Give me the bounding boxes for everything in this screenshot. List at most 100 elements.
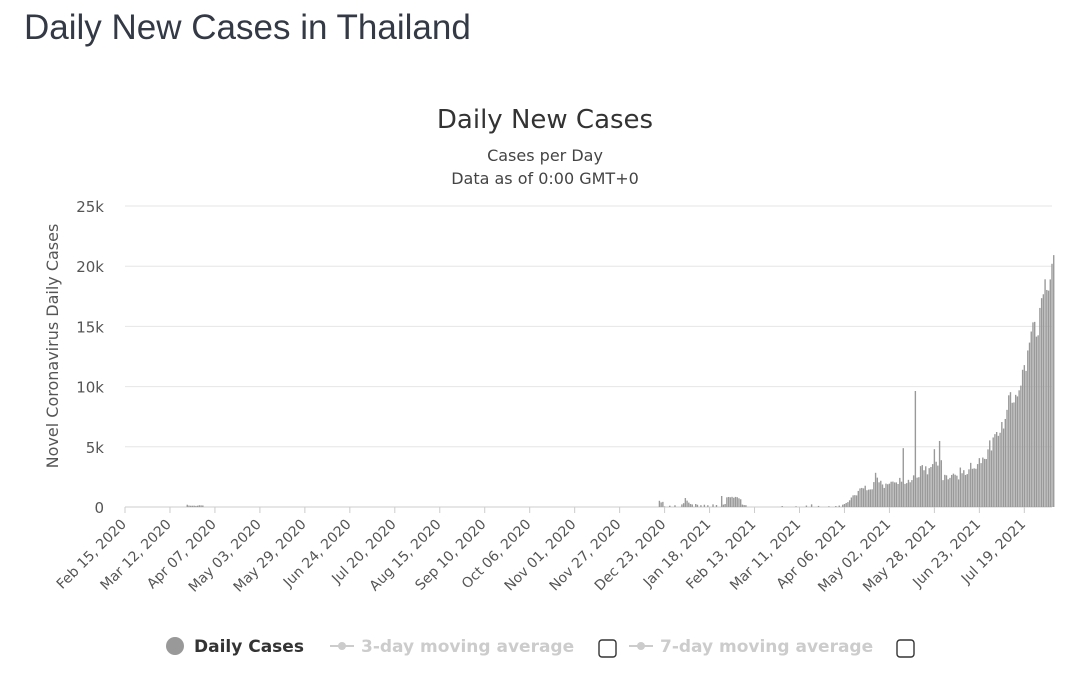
daily-cases-bar[interactable] xyxy=(1011,402,1013,507)
daily-cases-bar[interactable] xyxy=(743,505,745,507)
daily-cases-bar[interactable] xyxy=(1016,396,1019,507)
daily-cases-bar[interactable] xyxy=(1037,335,1039,507)
daily-cases-bar[interactable] xyxy=(888,483,891,507)
daily-cases-bar[interactable] xyxy=(987,449,989,507)
daily-cases-bar[interactable] xyxy=(695,504,697,507)
daily-cases-bar[interactable] xyxy=(999,432,1001,507)
daily-cases-bar[interactable] xyxy=(828,506,830,507)
daily-cases-bar[interactable] xyxy=(1053,255,1055,507)
daily-cases-bar[interactable] xyxy=(959,467,962,507)
daily-cases-bar[interactable] xyxy=(740,499,742,507)
daily-cases-bar[interactable] xyxy=(907,479,910,507)
daily-cases-bar[interactable] xyxy=(843,503,846,507)
daily-cases-bar[interactable] xyxy=(885,483,887,507)
daily-cases-bar[interactable] xyxy=(866,490,868,507)
daily-cases-bar[interactable] xyxy=(1027,350,1029,507)
daily-cases-bar[interactable] xyxy=(734,496,737,507)
daily-cases-bar[interactable] xyxy=(944,474,946,507)
daily-cases-bar[interactable] xyxy=(1014,394,1017,507)
legend-3-day-checkbox[interactable] xyxy=(598,639,617,658)
daily-cases-bar[interactable] xyxy=(883,487,885,507)
daily-cases-bar[interactable] xyxy=(982,457,984,507)
daily-cases-bar[interactable] xyxy=(1039,307,1041,507)
daily-cases-bar[interactable] xyxy=(1032,322,1034,507)
daily-cases-bar[interactable] xyxy=(1002,428,1005,507)
daily-cases-bar[interactable] xyxy=(1021,369,1024,507)
daily-cases-bar[interactable] xyxy=(835,506,837,507)
daily-cases-bar[interactable] xyxy=(1028,342,1031,507)
daily-cases-bar[interactable] xyxy=(966,474,968,507)
daily-cases-bar[interactable] xyxy=(989,440,991,507)
daily-cases-bar[interactable] xyxy=(1013,402,1015,507)
daily-cases-bar[interactable] xyxy=(902,448,904,507)
daily-cases-bar[interactable] xyxy=(909,482,911,507)
daily-cases-bar[interactable] xyxy=(848,500,851,507)
daily-cases-bar[interactable] xyxy=(681,504,683,507)
daily-cases-bar[interactable] xyxy=(842,504,844,507)
daily-cases-bar[interactable] xyxy=(805,505,808,507)
daily-cases-bar[interactable] xyxy=(867,489,870,507)
daily-cases-bar[interactable] xyxy=(724,503,726,507)
daily-cases-bar[interactable] xyxy=(817,505,820,507)
daily-cases-bar[interactable] xyxy=(707,505,709,507)
daily-cases-bar[interactable] xyxy=(202,505,204,507)
daily-cases-bar[interactable] xyxy=(895,482,898,507)
daily-cases-bar[interactable] xyxy=(925,466,927,507)
daily-cases-bar[interactable] xyxy=(200,505,202,507)
daily-cases-bar[interactable] xyxy=(897,483,899,507)
daily-cases-bar[interactable] xyxy=(663,506,666,508)
legend-item-7-day-average[interactable]: 7-day moving average xyxy=(629,637,873,657)
daily-cases-bar[interactable] xyxy=(191,505,194,507)
daily-cases-bar[interactable] xyxy=(847,502,849,507)
daily-cases-bar[interactable] xyxy=(971,468,974,507)
daily-cases-bar[interactable] xyxy=(196,505,199,507)
daily-cases-bar[interactable] xyxy=(975,468,977,507)
daily-cases-bar[interactable] xyxy=(919,466,922,507)
daily-cases-bar[interactable] xyxy=(1046,289,1048,507)
daily-cases-bar[interactable] xyxy=(658,500,661,507)
legend-item-daily-cases[interactable]: Daily Cases xyxy=(166,637,304,657)
daily-cases-bar[interactable] xyxy=(899,477,901,507)
daily-cases-bar[interactable] xyxy=(186,504,188,507)
daily-cases-bar[interactable] xyxy=(845,502,847,507)
daily-cases-bar[interactable] xyxy=(970,462,972,507)
daily-cases-bar[interactable] xyxy=(985,459,987,507)
daily-cases-bar[interactable] xyxy=(712,504,714,507)
daily-cases-bar[interactable] xyxy=(795,506,797,507)
daily-cases-bar[interactable] xyxy=(662,501,664,507)
daily-cases-bar[interactable] xyxy=(1001,422,1003,507)
daily-cases-bar[interactable] xyxy=(852,495,854,507)
daily-cases-bar[interactable] xyxy=(914,390,917,507)
daily-cases-bar[interactable] xyxy=(887,484,889,507)
daily-cases-bar[interactable] xyxy=(857,490,859,507)
daily-cases-bar[interactable] xyxy=(720,495,723,507)
daily-cases-bar[interactable] xyxy=(1034,321,1036,507)
daily-cases-bar[interactable] xyxy=(983,458,986,507)
daily-cases-bar[interactable] xyxy=(1040,298,1043,507)
daily-cases-bar[interactable] xyxy=(968,469,970,507)
daily-cases-bar[interactable] xyxy=(980,463,982,507)
daily-cases-bar[interactable] xyxy=(900,481,903,507)
daily-cases-bar[interactable] xyxy=(727,496,730,507)
daily-cases-bar[interactable] xyxy=(997,435,1000,507)
legend-7-day-checkbox[interactable] xyxy=(896,639,915,658)
daily-cases-bar[interactable] xyxy=(689,503,692,507)
daily-cases-bar[interactable] xyxy=(660,502,662,507)
daily-cases-bar[interactable] xyxy=(741,504,744,507)
daily-cases-bar[interactable] xyxy=(703,504,706,507)
daily-cases-bar[interactable] xyxy=(1035,336,1038,507)
daily-cases-bar[interactable] xyxy=(198,505,201,507)
daily-cases-bar[interactable] xyxy=(942,480,944,507)
daily-cases-bar[interactable] xyxy=(859,488,861,507)
daily-cases-bar[interactable] xyxy=(880,480,882,507)
daily-cases-bar[interactable] xyxy=(1009,392,1012,507)
daily-cases-bar[interactable] xyxy=(688,502,690,507)
daily-cases-bar[interactable] xyxy=(733,497,735,507)
daily-cases-bar[interactable] xyxy=(921,465,923,507)
daily-cases-bar[interactable] xyxy=(871,489,873,507)
daily-cases-bar[interactable] xyxy=(850,497,853,507)
daily-cases-bar[interactable] xyxy=(931,464,934,507)
daily-cases-bar[interactable] xyxy=(995,431,998,507)
daily-cases-bar[interactable] xyxy=(918,477,920,507)
daily-cases-bar[interactable] xyxy=(1006,409,1008,507)
